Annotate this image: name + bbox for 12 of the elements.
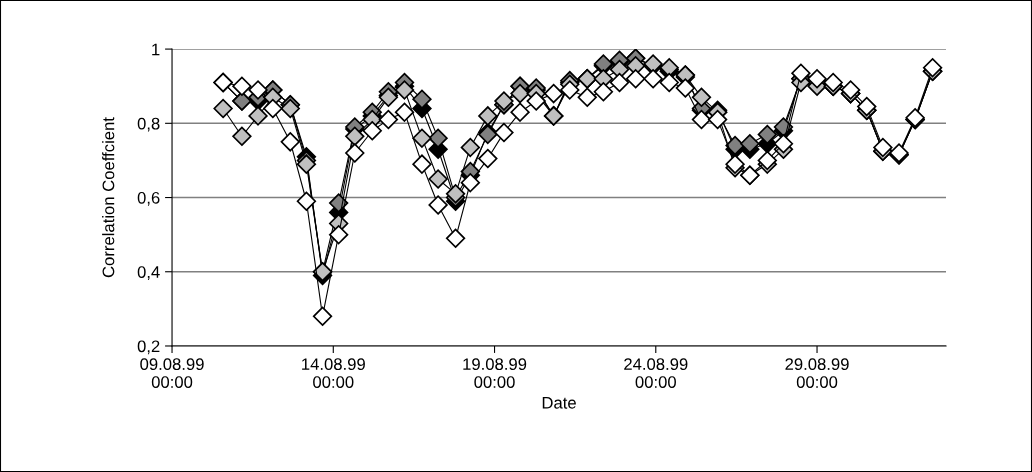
y-tick-label: 1 bbox=[152, 43, 160, 56]
y-tick-label: 0,6 bbox=[137, 191, 160, 206]
y-tick-label: 0,4 bbox=[137, 266, 160, 280]
x-axis-title: Date bbox=[542, 397, 576, 409]
x-tick-label: 19.08.99 00:00 bbox=[463, 358, 527, 388]
x-tick-label: 24.08.99 00:00 bbox=[624, 358, 688, 388]
x-tick-label: 29.08.99 00:00 bbox=[785, 358, 849, 388]
x-tick-label: 14.08.99 00:00 bbox=[302, 358, 365, 388]
y-axis-title: Correlation Coeffcient bbox=[102, 117, 115, 278]
y-tick-label: 0,2 bbox=[137, 340, 160, 355]
x-tick-label: 09.08.99 00:00 bbox=[140, 358, 204, 388]
y-tick-label: 0,8 bbox=[137, 117, 160, 132]
